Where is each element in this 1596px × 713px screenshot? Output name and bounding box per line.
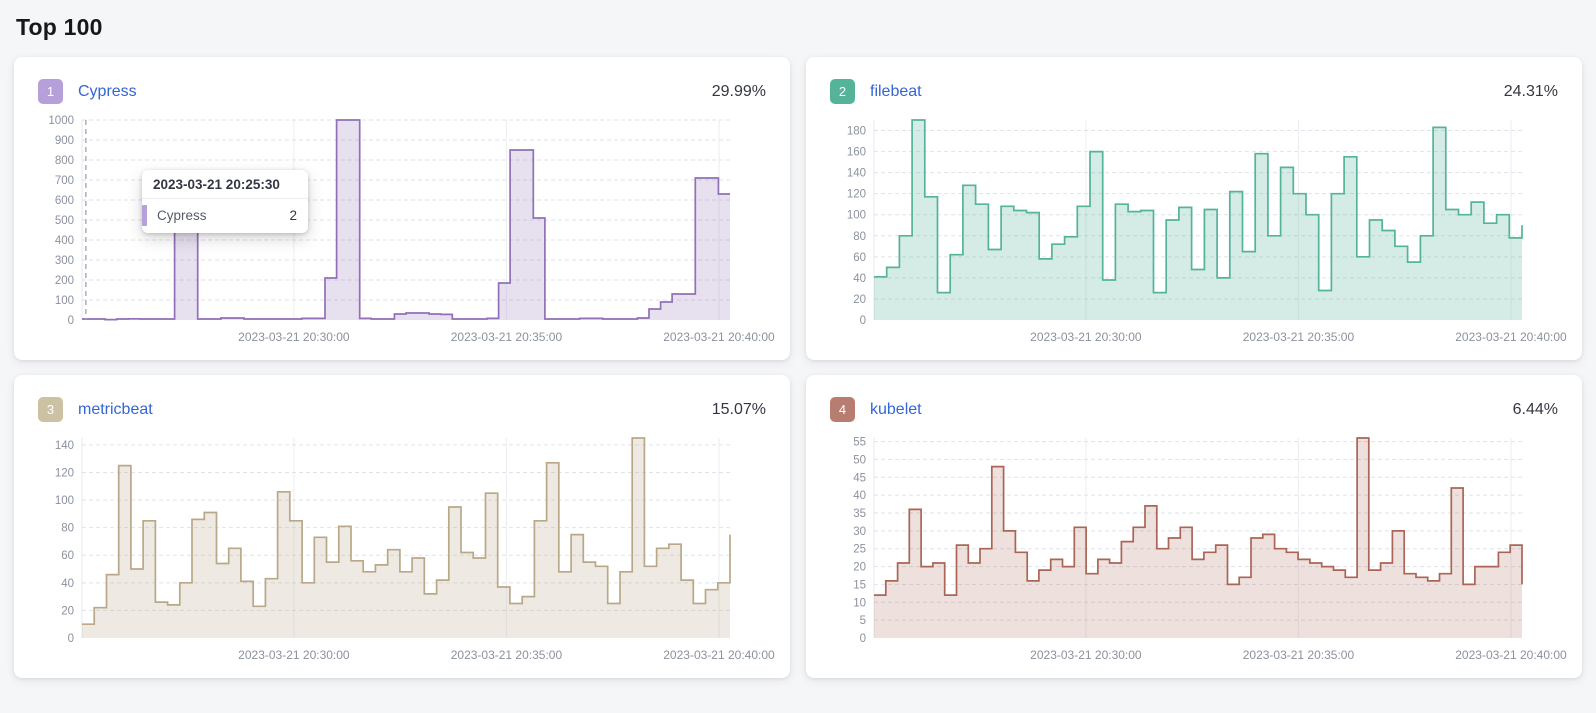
- svg-text:25: 25: [853, 544, 866, 556]
- svg-text:50: 50: [853, 454, 866, 466]
- svg-text:700: 700: [55, 175, 74, 187]
- svg-text:800: 800: [55, 155, 74, 167]
- chart-filebeat[interactable]: 0 20 40 60 80 100 120 140 160 180 2023-03-21 20:30…: [830, 112, 1567, 350]
- card-cypress: 1 Cypress 29.99% 0 100 200 300 400 500 600 700 8…: [14, 57, 790, 360]
- percent-value-kubelet: 6.44%: [1512, 400, 1558, 418]
- svg-text:2023-03-21 20:35:00: 2023-03-21 20:35:00: [1243, 648, 1355, 662]
- svg-text:2023-03-21 20:30:00: 2023-03-21 20:30:00: [1030, 648, 1142, 662]
- svg-text:2023-03-21 20:30:00: 2023-03-21 20:30:00: [238, 330, 350, 344]
- svg-text:0: 0: [68, 633, 74, 645]
- svg-text:100: 100: [847, 210, 866, 222]
- svg-text:300: 300: [55, 255, 74, 267]
- cards-grid: 1 Cypress 29.99% 0 100 200 300 400 500 600 700 8…: [14, 57, 1582, 678]
- svg-text:80: 80: [61, 523, 74, 535]
- svg-text:80: 80: [853, 231, 866, 243]
- card-header: 3 metricbeat 15.07%: [38, 397, 766, 422]
- rank-badge-3: 3: [38, 397, 63, 422]
- series-link-cypress[interactable]: Cypress: [78, 82, 137, 100]
- svg-text:180: 180: [847, 126, 866, 138]
- svg-text:0: 0: [860, 633, 866, 645]
- svg-text:120: 120: [847, 189, 866, 201]
- svg-text:20: 20: [853, 294, 866, 306]
- svg-text:900: 900: [55, 135, 74, 147]
- svg-text:120: 120: [55, 467, 74, 479]
- svg-text:600: 600: [55, 195, 74, 207]
- svg-text:2023-03-21 20:40:00: 2023-03-21 20:40:00: [663, 330, 775, 344]
- svg-text:1000: 1000: [48, 115, 74, 127]
- svg-text:2023-03-21 20:35:00: 2023-03-21 20:35:00: [451, 648, 563, 662]
- svg-text:2023-03-21 20:30:00: 2023-03-21 20:30:00: [1030, 330, 1142, 344]
- page-title: Top 100: [16, 14, 103, 40]
- svg-text:40: 40: [853, 490, 866, 502]
- svg-text:30: 30: [853, 526, 866, 538]
- svg-text:10: 10: [853, 597, 866, 609]
- tooltip-series-color-marker: [142, 205, 147, 226]
- chart-canvas-metricbeat[interactable]: 0 20 40 60 80 100 120 140 2023-03-21 20:30:00 202…: [38, 430, 775, 668]
- chart-kubelet[interactable]: 0 5 10 15 20 25 30 35 40 45 50 55 2023-03-21 20:30:0…: [830, 430, 1567, 668]
- svg-text:60: 60: [853, 252, 866, 264]
- card-header: 2 filebeat 24.31%: [830, 79, 1558, 104]
- svg-text:500: 500: [55, 215, 74, 227]
- chart-cypress[interactable]: 0 100 200 300 400 500 600 700 800 900 1000 2023-03-…: [38, 112, 775, 350]
- chart-canvas-filebeat[interactable]: 0 20 40 60 80 100 120 140 160 180 2023-03-21 20:30…: [830, 112, 1567, 350]
- percent-value-cypress: 29.99%: [711, 82, 766, 100]
- svg-text:2023-03-21 20:35:00: 2023-03-21 20:35:00: [451, 330, 563, 344]
- card-header: 1 Cypress 29.99%: [38, 79, 766, 104]
- tooltip-series-row: Cypress 2: [142, 199, 308, 233]
- svg-text:40: 40: [61, 578, 74, 590]
- series-link-kubelet[interactable]: kubelet: [870, 400, 922, 418]
- svg-text:200: 200: [55, 275, 74, 287]
- card-header: 4 kubelet 6.44%: [830, 397, 1558, 422]
- percent-value-metricbeat: 15.07%: [711, 400, 766, 418]
- svg-text:60: 60: [61, 550, 74, 562]
- svg-text:45: 45: [853, 472, 866, 484]
- card-filebeat: 2 filebeat 24.31% 0 20 40 60 80 100 120 140 160 1…: [806, 57, 1582, 360]
- card-metricbeat: 3 metricbeat 15.07% 0 20 40 60 80 100 120 140 20…: [14, 375, 790, 678]
- tooltip-series-value: 2: [289, 208, 297, 223]
- svg-text:400: 400: [55, 235, 74, 247]
- svg-text:55: 55: [853, 437, 866, 449]
- svg-text:2023-03-21 20:30:00: 2023-03-21 20:30:00: [238, 648, 350, 662]
- tooltip-series-name: Cypress: [157, 208, 207, 223]
- svg-text:100: 100: [55, 495, 74, 507]
- series-link-metricbeat[interactable]: metricbeat: [78, 400, 153, 418]
- svg-text:0: 0: [68, 315, 74, 327]
- rank-badge-1: 1: [38, 79, 63, 104]
- svg-text:2023-03-21 20:40:00: 2023-03-21 20:40:00: [1455, 648, 1567, 662]
- page: Top 100 1 Cypress 29.99% 0 100 200 300 400 50…: [14, 14, 1582, 678]
- chart-metricbeat[interactable]: 0 20 40 60 80 100 120 140 2023-03-21 20:30:00 202…: [38, 430, 775, 668]
- svg-text:35: 35: [853, 508, 866, 520]
- svg-text:0: 0: [860, 315, 866, 327]
- card-kubelet: 4 kubelet 6.44% 0 5 10 15 20 25 30 35 40 45 50 55 20…: [806, 375, 1582, 678]
- svg-text:140: 140: [847, 168, 866, 180]
- series-link-filebeat[interactable]: filebeat: [870, 82, 922, 100]
- svg-text:140: 140: [55, 440, 74, 452]
- chart-tooltip: 2023-03-21 20:25:30 Cypress 2: [142, 170, 308, 233]
- svg-text:20: 20: [61, 605, 74, 617]
- svg-text:2023-03-21 20:40:00: 2023-03-21 20:40:00: [1455, 330, 1567, 344]
- svg-text:20: 20: [853, 562, 866, 574]
- svg-text:40: 40: [853, 273, 866, 285]
- tooltip-timestamp: 2023-03-21 20:25:30: [142, 170, 308, 199]
- svg-text:5: 5: [860, 615, 866, 627]
- svg-text:15: 15: [853, 579, 866, 591]
- svg-text:100: 100: [55, 295, 74, 307]
- rank-badge-4: 4: [830, 397, 855, 422]
- svg-text:2023-03-21 20:40:00: 2023-03-21 20:40:00: [663, 648, 775, 662]
- svg-text:160: 160: [847, 147, 866, 159]
- rank-badge-2: 2: [830, 79, 855, 104]
- percent-value-filebeat: 24.31%: [1503, 82, 1558, 100]
- chart-canvas-kubelet[interactable]: 0 5 10 15 20 25 30 35 40 45 50 55 2023-03-21 20:30:0…: [830, 430, 1567, 668]
- chart-canvas-cypress[interactable]: 0 100 200 300 400 500 600 700 800 900 1000 2023-03-…: [38, 112, 775, 350]
- svg-text:2023-03-21 20:35:00: 2023-03-21 20:35:00: [1243, 330, 1355, 344]
